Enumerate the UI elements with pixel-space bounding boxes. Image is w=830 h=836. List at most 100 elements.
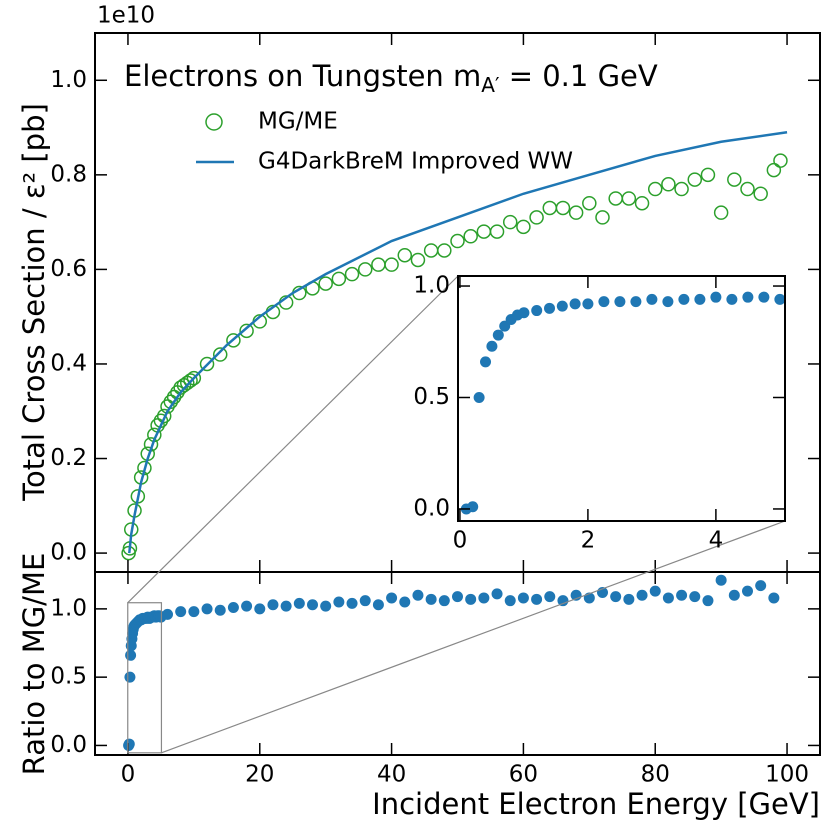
data-point — [156, 408, 172, 424]
data-point — [267, 599, 279, 611]
data-point — [280, 600, 292, 612]
data-point — [568, 205, 584, 220]
x-tick-label: 60 — [509, 762, 538, 788]
data-point — [241, 600, 253, 612]
title-rest: = 0.1 GeV — [500, 59, 658, 93]
data-point — [636, 589, 648, 601]
data-point — [227, 602, 239, 614]
data-point — [502, 214, 518, 230]
inset-point — [492, 329, 504, 341]
data-point — [728, 589, 740, 601]
y-axis-label: Ratio to MG/ME — [17, 553, 51, 776]
data-point — [478, 592, 490, 604]
data-point — [531, 593, 543, 605]
inset-point — [662, 296, 674, 308]
data-point — [504, 595, 516, 607]
inset-point — [614, 296, 626, 308]
inset-point — [646, 293, 658, 305]
data-point — [183, 373, 198, 388]
data-point — [423, 243, 439, 258]
title-sub: A′ — [481, 73, 500, 97]
data-point — [175, 606, 187, 618]
data-point — [452, 591, 463, 603]
x-tick-label: 80 — [641, 762, 670, 788]
x-tick-label: 2 — [581, 528, 596, 554]
data-point — [399, 596, 411, 608]
data-point — [386, 592, 398, 604]
y-tick-label: 0.2 — [50, 445, 87, 471]
data-point — [293, 597, 305, 609]
data-point — [610, 591, 622, 603]
data-point — [689, 591, 701, 603]
data-point — [384, 257, 399, 272]
data-point — [595, 210, 610, 225]
inset-point — [726, 293, 738, 305]
data-point — [676, 589, 688, 601]
data-point — [773, 153, 788, 168]
data-point — [700, 167, 716, 183]
inset-background — [458, 276, 785, 521]
inset-point — [518, 307, 530, 319]
data-point — [412, 589, 424, 601]
data-point — [766, 162, 782, 178]
data-point — [410, 252, 426, 268]
data-point — [201, 603, 213, 615]
zoom-connector — [161, 520, 786, 754]
data-point — [331, 271, 347, 287]
inset-point — [486, 340, 498, 352]
data-point — [437, 243, 452, 258]
data-point — [226, 333, 241, 348]
data-point — [582, 195, 597, 211]
data-point — [199, 356, 215, 372]
data-point — [555, 200, 571, 216]
inset-point — [556, 300, 568, 312]
y-tick-label: 1.0 — [413, 273, 450, 299]
data-point — [727, 172, 742, 187]
data-point — [124, 671, 136, 683]
data-point — [702, 595, 714, 607]
inset-point — [598, 296, 610, 308]
data-point — [544, 591, 556, 603]
inset-point — [742, 291, 754, 303]
data-point — [687, 172, 703, 187]
data-point — [254, 603, 266, 615]
data-point — [662, 592, 674, 604]
data-point — [674, 181, 689, 197]
y-tick-label: 0.4 — [50, 350, 87, 376]
y-tick-label: 0.5 — [50, 664, 87, 690]
data-point — [517, 592, 529, 604]
data-point — [357, 262, 373, 277]
data-point — [186, 370, 202, 386]
inset-point — [544, 302, 556, 314]
data-point — [542, 200, 558, 216]
inset-point — [569, 298, 581, 310]
data-point — [634, 195, 650, 211]
data-point — [162, 608, 173, 620]
data-point — [465, 593, 477, 605]
data-point — [768, 592, 780, 604]
x-axis-label: Incident Electron Energy [GeV] — [372, 787, 820, 821]
data-point — [755, 580, 767, 592]
y-tick-label: 0.0 — [413, 495, 450, 521]
x-tick-label: 40 — [377, 762, 406, 788]
inset-point — [467, 501, 479, 513]
data-point — [307, 599, 318, 611]
inset-point — [678, 293, 690, 305]
data-point — [463, 229, 478, 244]
y-tick-label: 0.0 — [50, 732, 87, 758]
data-point — [425, 593, 437, 605]
inset-point — [473, 391, 485, 403]
inset-point — [582, 298, 594, 310]
data-point — [450, 233, 465, 249]
plot-frame — [94, 571, 821, 756]
zoom-box — [127, 602, 163, 754]
x-tick-label: 20 — [245, 762, 274, 788]
data-point — [713, 205, 729, 220]
data-point — [123, 738, 135, 750]
data-point — [214, 604, 226, 616]
data-point — [491, 588, 503, 600]
inset-point — [531, 305, 543, 317]
x-tick-label: 4 — [709, 528, 724, 554]
data-point — [476, 224, 492, 239]
